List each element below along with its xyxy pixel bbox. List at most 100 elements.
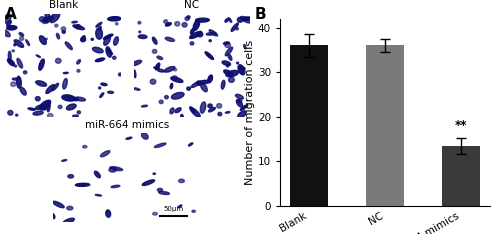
Circle shape [14,44,16,46]
Ellipse shape [106,47,112,57]
Circle shape [164,20,168,23]
Y-axis label: Number of migration cells: Number of migration cells [245,40,255,185]
Ellipse shape [72,21,77,23]
Ellipse shape [62,160,67,161]
Circle shape [209,40,212,42]
Ellipse shape [108,17,121,21]
Ellipse shape [1,29,10,37]
Ellipse shape [134,70,136,78]
Ellipse shape [236,94,244,99]
Ellipse shape [35,104,45,110]
Circle shape [54,24,58,27]
Ellipse shape [138,35,147,39]
Ellipse shape [142,180,154,186]
Ellipse shape [56,33,59,39]
Ellipse shape [96,28,102,39]
Ellipse shape [17,58,22,68]
Ellipse shape [65,42,72,50]
Ellipse shape [205,52,214,59]
Ellipse shape [170,108,174,114]
Ellipse shape [72,115,78,117]
Ellipse shape [96,58,104,62]
Ellipse shape [19,33,24,36]
Ellipse shape [157,56,162,59]
Ellipse shape [92,47,103,53]
Circle shape [236,27,238,30]
Ellipse shape [73,25,85,30]
Ellipse shape [228,54,232,60]
Circle shape [178,179,184,183]
Circle shape [20,37,24,40]
Text: NC: NC [184,0,200,10]
Circle shape [66,206,73,210]
Ellipse shape [100,93,104,98]
Text: A: A [5,7,17,22]
Ellipse shape [52,83,59,91]
Ellipse shape [200,83,207,92]
Circle shape [238,99,242,103]
Ellipse shape [238,111,246,118]
Circle shape [159,100,163,104]
Circle shape [172,76,178,81]
Ellipse shape [156,63,160,70]
Circle shape [80,37,86,42]
Ellipse shape [104,36,110,45]
Circle shape [152,49,157,53]
Ellipse shape [100,151,110,157]
Circle shape [238,17,243,22]
Ellipse shape [196,80,210,84]
Text: Blank: Blank [48,0,78,10]
Ellipse shape [108,91,114,93]
Ellipse shape [165,37,174,41]
Ellipse shape [142,133,148,139]
Ellipse shape [206,33,216,35]
Ellipse shape [46,85,54,93]
Ellipse shape [142,105,148,107]
Ellipse shape [104,34,113,39]
Ellipse shape [191,81,201,88]
Circle shape [46,38,48,40]
Ellipse shape [171,77,183,82]
Ellipse shape [96,22,102,27]
Circle shape [112,56,116,59]
Ellipse shape [52,201,64,208]
Ellipse shape [40,101,50,110]
Circle shape [40,17,45,22]
Ellipse shape [240,105,248,110]
Ellipse shape [8,59,14,66]
Ellipse shape [73,98,78,101]
Ellipse shape [175,108,181,113]
Circle shape [24,71,27,74]
Ellipse shape [50,12,59,23]
Ellipse shape [39,59,44,70]
Circle shape [174,22,180,26]
Ellipse shape [94,171,100,178]
Ellipse shape [180,114,184,119]
Circle shape [153,173,156,174]
Circle shape [42,19,47,23]
Ellipse shape [76,183,90,186]
Ellipse shape [66,104,76,110]
Ellipse shape [12,78,20,80]
Ellipse shape [244,44,246,49]
Circle shape [76,25,80,29]
Ellipse shape [14,40,24,47]
Ellipse shape [198,81,200,85]
Ellipse shape [44,16,54,22]
Ellipse shape [111,185,120,188]
Ellipse shape [6,21,12,26]
Circle shape [77,111,80,114]
Ellipse shape [74,97,86,101]
Circle shape [192,210,196,212]
Ellipse shape [62,95,76,101]
Ellipse shape [190,107,194,112]
Bar [366,45,404,206]
Ellipse shape [40,36,46,44]
Ellipse shape [222,61,230,66]
Circle shape [12,50,14,52]
Circle shape [62,30,66,33]
Ellipse shape [158,191,170,194]
Ellipse shape [224,42,230,44]
Ellipse shape [166,23,172,26]
Circle shape [139,31,140,33]
